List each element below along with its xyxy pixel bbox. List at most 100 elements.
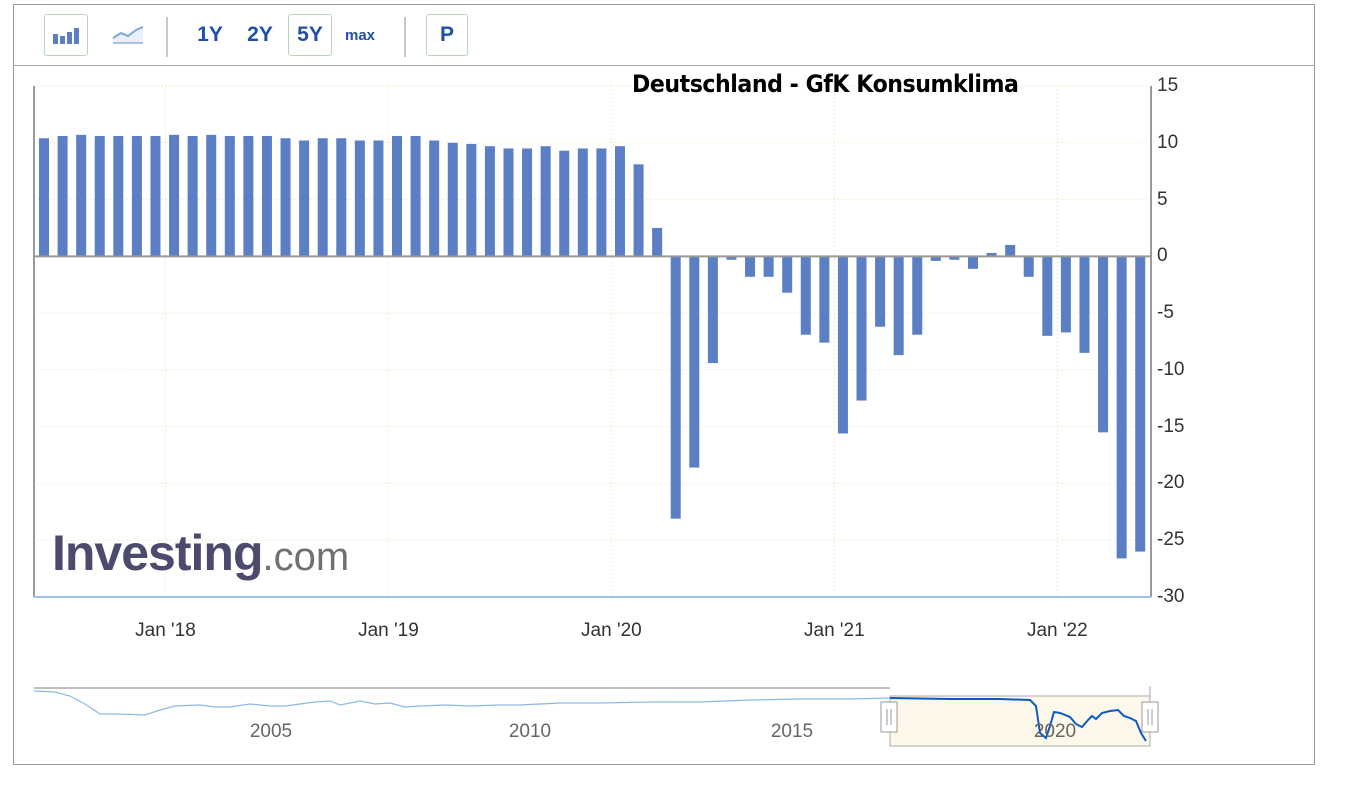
- bar: [837, 256, 848, 434]
- bar: [782, 256, 793, 293]
- range-max-button[interactable]: max: [344, 26, 376, 44]
- navigator-year-label: 2010: [508, 721, 552, 742]
- bar: [429, 140, 440, 257]
- bar: [447, 142, 458, 257]
- bar: [1060, 256, 1071, 333]
- bar: [800, 256, 811, 335]
- bar: [856, 256, 867, 401]
- bar: [912, 256, 923, 335]
- bar: [187, 135, 198, 257]
- toolbar-divider: [404, 17, 406, 57]
- bar: [559, 150, 570, 257]
- bar: [261, 135, 272, 257]
- area-chart-icon: [112, 26, 144, 44]
- bar: [986, 252, 997, 257]
- y-tick-label: -25: [1157, 529, 1185, 551]
- bar: [763, 256, 774, 277]
- bar: [484, 146, 495, 257]
- bar: [336, 138, 347, 257]
- area-chart-button[interactable]: [106, 14, 150, 56]
- navigator-line: [33, 690, 891, 716]
- navigator-year-label: 2020: [1033, 721, 1077, 742]
- bar: [392, 135, 403, 257]
- bar: [540, 146, 551, 257]
- bar-chart-icon: [53, 28, 79, 44]
- p-button[interactable]: P: [426, 14, 468, 56]
- bar: [224, 135, 235, 257]
- bar: [670, 256, 681, 519]
- y-tick-label: -15: [1157, 415, 1185, 437]
- bar: [726, 256, 737, 260]
- y-tick-label: -5: [1157, 302, 1174, 324]
- x-tick-label: Jan '19: [358, 620, 419, 641]
- bar: [1005, 244, 1016, 257]
- bar: [689, 256, 700, 468]
- chart-toolbar: 1Y 2Y 5Y max P: [14, 5, 1314, 66]
- bar: [57, 135, 68, 257]
- y-tick-label: -20: [1157, 472, 1185, 494]
- bar: [930, 256, 941, 261]
- bar: [968, 256, 978, 269]
- bar: [652, 227, 663, 257]
- navigator-right-handle[interactable]: [1141, 701, 1159, 733]
- bar: [1042, 256, 1053, 336]
- bar: [503, 148, 514, 257]
- y-tick-label: 5: [1157, 188, 1168, 210]
- bar: [466, 143, 477, 257]
- bar: [131, 135, 142, 257]
- x-tick-label: Jan '21: [804, 620, 865, 641]
- y-tick-label: 15: [1157, 75, 1179, 96]
- range-1y-button[interactable]: 1Y: [197, 23, 223, 46]
- logo-main: Investing: [52, 525, 263, 581]
- bar: [317, 138, 328, 257]
- bar: [94, 135, 105, 257]
- bar: [819, 256, 830, 343]
- bar: [596, 148, 607, 257]
- bar: [577, 148, 588, 257]
- range-5y-button[interactable]: 5Y: [288, 14, 332, 56]
- bar: [76, 134, 87, 257]
- bar: [410, 135, 421, 257]
- bar: [1079, 256, 1090, 353]
- navigator-selection: [889, 695, 1151, 747]
- bar: [745, 256, 756, 277]
- bar: [373, 140, 384, 257]
- x-tick-label: Jan '20: [581, 620, 642, 641]
- bar: [169, 134, 180, 257]
- y-tick-label: -30: [1157, 586, 1185, 607]
- chart-widget: 1Y 2Y 5Y max P: [13, 4, 1315, 765]
- bar: [633, 164, 644, 257]
- navigator-year-label: 2005: [249, 721, 293, 742]
- bar: [150, 135, 161, 257]
- bar: [1098, 256, 1109, 433]
- x-tick-label: Jan '22: [1026, 620, 1088, 641]
- navigator-left-handle[interactable]: [880, 701, 898, 733]
- navigator-selected-line: [889, 697, 1147, 742]
- bar: [354, 140, 365, 257]
- y-tick-label: 0: [1157, 245, 1168, 267]
- bar-chart-button[interactable]: [44, 14, 88, 56]
- bar: [875, 256, 886, 327]
- bar: [39, 138, 49, 257]
- bar: [949, 256, 960, 260]
- y-tick-label: 10: [1157, 131, 1179, 153]
- investing-logo: Investing.com: [52, 524, 349, 582]
- x-tick-label: Jan '18: [135, 620, 196, 641]
- bar: [243, 135, 254, 257]
- y-tick-label: -10: [1157, 358, 1185, 380]
- bar: [113, 135, 124, 257]
- chart-title: Deutschland - GfK Konsumklima: [632, 70, 1019, 98]
- bar: [614, 146, 625, 257]
- bar: [522, 148, 533, 257]
- bar: [707, 256, 718, 364]
- bar: [1135, 256, 1146, 552]
- toolbar-divider: [166, 17, 168, 57]
- bar: [280, 138, 291, 257]
- bar: [1116, 256, 1127, 559]
- bar: [206, 134, 217, 257]
- bar: [893, 256, 904, 356]
- bar: [299, 140, 310, 257]
- range-2y-button[interactable]: 2Y: [247, 23, 273, 46]
- navigator-year-label: 2015: [770, 721, 814, 742]
